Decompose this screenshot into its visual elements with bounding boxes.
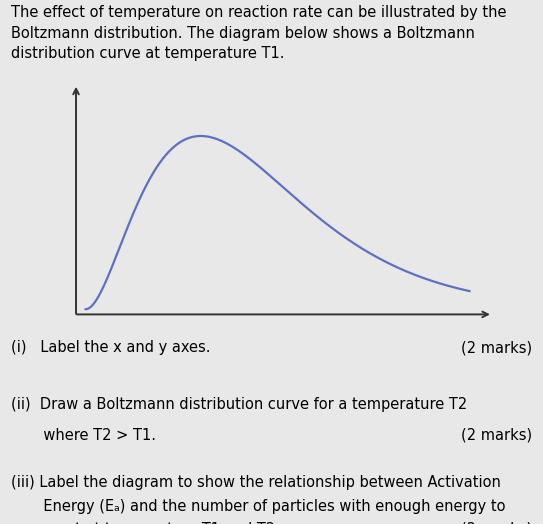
Text: (i)   Label the x and y axes.: (i) Label the x and y axes. — [11, 340, 210, 355]
Text: (2 marks): (2 marks) — [461, 428, 532, 443]
Text: (iii) Label the diagram to show the relationship between Activation: (iii) Label the diagram to show the rela… — [11, 475, 501, 490]
Text: where T2 > T1.: where T2 > T1. — [11, 428, 156, 443]
Text: (2 marks): (2 marks) — [461, 340, 532, 355]
Text: Energy (Eₐ) and the number of particles with enough energy to: Energy (Eₐ) and the number of particles … — [11, 499, 506, 515]
Text: (2 marks): (2 marks) — [461, 522, 532, 524]
Text: react at temperature T1 and T2.: react at temperature T1 and T2. — [11, 522, 280, 524]
Text: (ii)  Draw a Boltzmann distribution curve for a temperature T2: (ii) Draw a Boltzmann distribution curve… — [11, 397, 467, 412]
Text: The effect of temperature on reaction rate can be illustrated by the
Boltzmann d: The effect of temperature on reaction ra… — [11, 5, 507, 61]
